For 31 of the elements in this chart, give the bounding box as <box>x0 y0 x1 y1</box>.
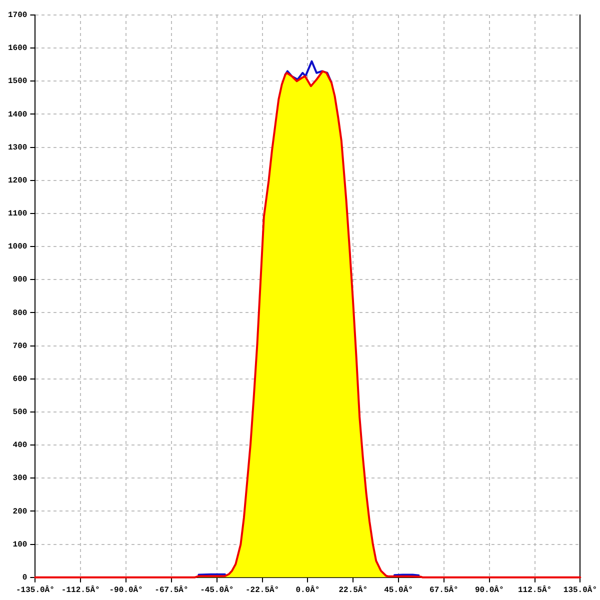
x-tick-label: 0.0Â° <box>296 585 320 596</box>
y-tick-label: 700 <box>12 342 28 351</box>
x-tick-label: 112.5Â° <box>518 585 552 596</box>
y-tick-label: 500 <box>12 408 28 418</box>
y-tick-label: 100 <box>12 540 28 550</box>
y-tick-label: 200 <box>12 507 28 516</box>
y-tick-label: 1100 <box>8 210 28 219</box>
x-tick-label: -90.0Â° <box>109 585 143 596</box>
x-tick-label: 45.0Â° <box>384 585 413 596</box>
x-tick-label: -67.5Â° <box>154 585 188 596</box>
y-tick-label: 1400 <box>8 110 28 120</box>
x-tick-label: 135.0Â° <box>563 585 597 596</box>
y-tick-label: 1000 <box>8 242 28 252</box>
x-tick-label: -112.5Â° <box>61 585 100 596</box>
y-tick-label: 900 <box>12 276 28 285</box>
y-tick-label: 1600 <box>8 44 28 54</box>
x-tick-label: -135.0Â° <box>16 585 54 596</box>
x-tick-label: -22.5Â° <box>245 585 280 596</box>
x-tick-label: 67.5Â° <box>430 585 458 596</box>
y-tick-label: 800 <box>12 308 28 318</box>
y-tick-label: 1300 <box>8 143 28 152</box>
y-tick-label: 0 <box>22 573 28 582</box>
y-tick-label: 400 <box>12 441 28 450</box>
x-tick-label: 90.0Â° <box>474 585 504 596</box>
y-tick-label: 1700 <box>8 11 28 20</box>
y-tick-label: 1200 <box>8 176 28 186</box>
y-tick-label: 1500 <box>8 77 28 86</box>
x-tick-label: -45.0Â° <box>200 585 234 596</box>
y-tick-label: 300 <box>12 474 28 484</box>
y-tick-label: 600 <box>12 374 28 384</box>
x-tick-label: 22.5Â° <box>338 585 368 596</box>
